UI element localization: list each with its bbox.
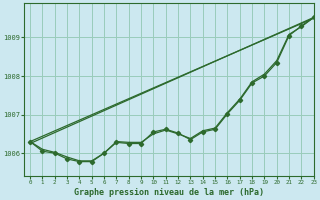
X-axis label: Graphe pression niveau de la mer (hPa): Graphe pression niveau de la mer (hPa) (74, 188, 264, 197)
